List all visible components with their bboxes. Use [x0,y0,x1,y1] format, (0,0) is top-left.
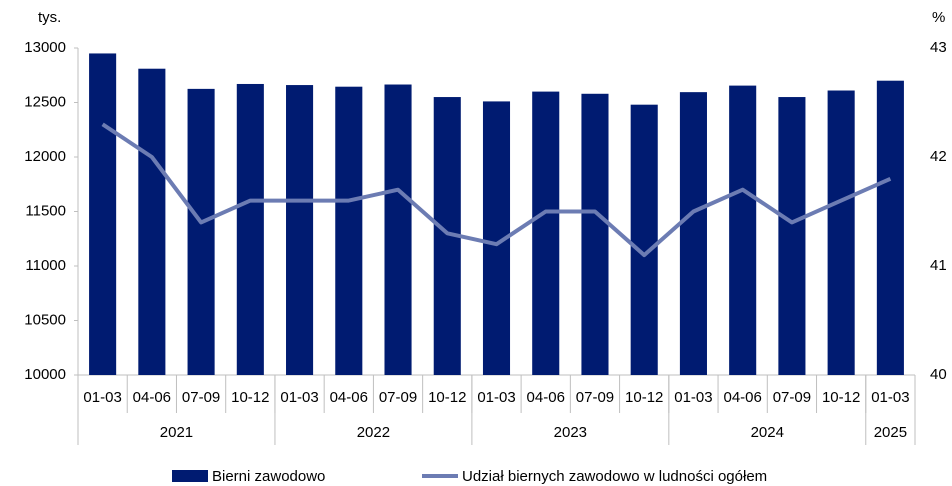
y-tick-label: 12000 [24,148,66,165]
x-tick-label: 07-09 [379,389,417,406]
x-tick-label: 01-03 [477,389,515,406]
line [101,122,892,258]
y2-axis-label: % [932,9,945,26]
group-label: 2021 [160,424,193,441]
y-tick-label: 12500 [24,93,66,110]
bar [532,91,560,375]
bar [778,97,806,376]
x-tick-label: 10-12 [822,389,860,406]
y-tick-label: 11500 [25,202,66,219]
x-tick-label: 10-12 [625,389,663,406]
group-label: 2025 [874,424,907,441]
x-tick-label: 01-03 [871,389,909,406]
x-tick-label: 10-12 [428,389,466,406]
y-axis-label: tys. [38,9,61,26]
bar [187,88,215,375]
y2-tick-label: 43 [930,39,947,56]
x-tick-label: 04-06 [133,389,171,406]
x-tick-label: 04-06 [723,389,761,406]
x-tick-label: 07-09 [182,389,220,406]
group-label: 2022 [357,424,390,441]
bar [384,84,412,375]
bar [138,68,166,376]
bar [581,93,609,375]
y-tick-label: 11000 [25,257,66,274]
y-tick-label: 10000 [24,366,66,383]
y-tick-label: 13000 [24,39,66,56]
group-label: 2024 [751,424,784,441]
bar [89,53,117,375]
y2-tick-label: 41 [930,257,947,274]
x-tick-label: 07-09 [773,389,811,406]
bar [236,83,264,375]
x-tick-label: 04-06 [330,389,368,406]
legend-swatch [172,470,208,482]
x-tick-label: 01-03 [674,389,712,406]
x-tick-label: 01-03 [83,389,121,406]
x-tick-label: 07-09 [576,389,614,406]
bar [729,85,757,375]
bar [876,80,904,375]
y-tick-label: 10500 [24,311,66,328]
x-tick-label: 01-03 [280,389,318,406]
bar [630,104,658,376]
y2-tick-label: 42 [930,148,947,165]
legend-label: Udział biernych zawodowo w ludności ogół… [462,468,767,485]
bar [335,86,363,375]
bar [679,92,707,376]
x-tick-label: 10-12 [231,389,269,406]
bar [827,90,855,375]
group-label: 2023 [554,424,587,441]
legend-label: Bierni zawodowo [212,468,325,485]
x-tick-label: 04-06 [527,389,565,406]
y2-tick-label: 40 [930,366,947,383]
bar [286,85,314,375]
